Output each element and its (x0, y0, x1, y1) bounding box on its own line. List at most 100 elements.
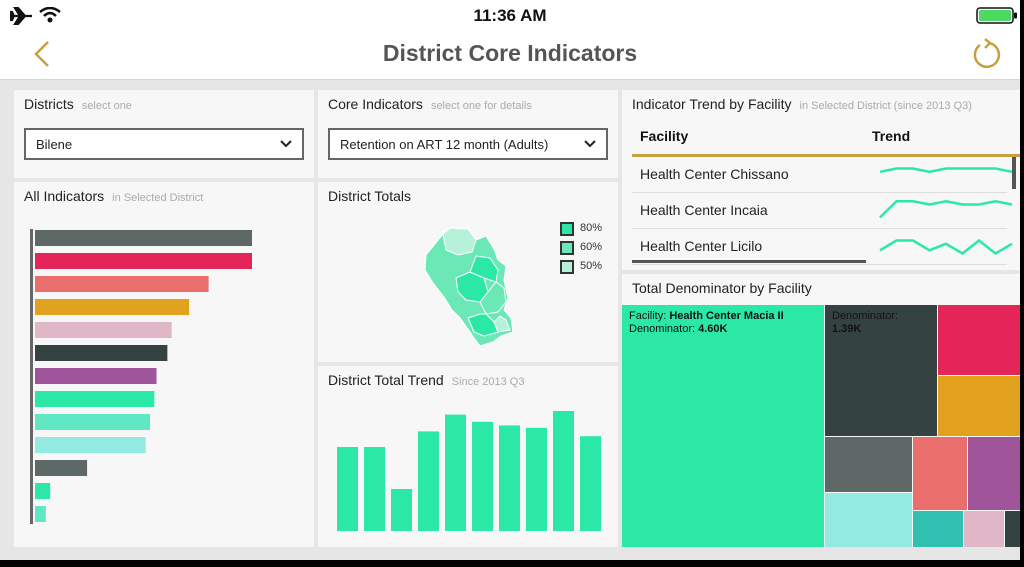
refresh-icon[interactable] (970, 38, 1002, 70)
treemap-tile-2[interactable]: Denominator: 1.39K (825, 305, 937, 436)
trend-sparklines (879, 167, 1013, 256)
map-region (442, 227, 477, 256)
indicator-bar[interactable] (35, 437, 146, 453)
legend-swatch-60 (560, 241, 574, 255)
legend-label: 80% (580, 222, 603, 234)
districts-hint: select one (81, 100, 132, 112)
facility-trend-title: Indicator Trend by Facility in Selected D… (632, 96, 972, 112)
trend-bar[interactable] (553, 411, 574, 531)
district-totals-panel: District Totals 80% 60% 50% (318, 182, 618, 362)
core-indicators-title-text: Core Indicators (328, 96, 423, 112)
district-select[interactable]: Bilene (24, 128, 304, 160)
trend-bar[interactable] (337, 447, 358, 531)
tile2-denominator-value: 1.39K (832, 323, 862, 335)
tile-facility-label: Facility: (629, 310, 667, 322)
tile2-denominator-label: Denominator: (832, 310, 899, 322)
trend-bar[interactable] (472, 421, 493, 531)
core-indicator-select[interactable]: Retention on ART 12 month (Adults) (328, 128, 608, 160)
indicator-bar[interactable] (35, 230, 252, 246)
tile-denominator-label: Denominator: (629, 323, 696, 335)
legend-swatch-80 (560, 222, 574, 236)
back-chevron-icon[interactable] (32, 40, 52, 68)
tile-label: Facility: Health Center Macia II Denomin… (629, 310, 824, 336)
treemap-tile-8[interactable] (825, 493, 912, 547)
indicator-bar[interactable] (35, 276, 209, 292)
indicator-bar[interactable] (35, 368, 157, 384)
tile-denominator-value: 4.60K (698, 323, 728, 335)
indicator-bar[interactable] (35, 253, 252, 269)
denominator-title: Total Denominator by Facility (632, 280, 812, 296)
facility-trend-panel: Indicator Trend by Facility in Selected D… (622, 90, 1020, 270)
core-indicator-select-value: Retention on ART 12 month (Adults) (340, 137, 549, 152)
trend-sparkline (879, 167, 1013, 174)
vertical-scrollbar[interactable] (1012, 157, 1016, 189)
denominator-panel: Total Denominator by Facility Facility: … (622, 274, 1020, 547)
status-bar: 11:36 AM (0, 0, 1020, 30)
facility-name: Health Center Incaia (640, 202, 768, 218)
indicator-bar[interactable] (35, 345, 168, 361)
indicator-bar[interactable] (35, 506, 46, 522)
core-indicators-title: Core Indicators select one for details (328, 96, 532, 112)
facility-trend-hint: in Selected District (since 2013 Q3) (799, 100, 972, 112)
tile2-label: Denominator: 1.39K (832, 310, 932, 336)
trend-bar[interactable] (499, 425, 520, 531)
facility-name: Health Center Chissano (640, 166, 789, 182)
col-header-trend: Trend (872, 128, 911, 144)
treemap-tile-10[interactable] (964, 511, 1004, 547)
trend-bar[interactable] (580, 436, 601, 531)
treemap-tile-7[interactable] (968, 437, 1020, 510)
district-trend-title-text: District Total Trend (328, 372, 444, 388)
indicators-axis (30, 229, 33, 524)
treemap-tile-6[interactable] (913, 437, 967, 510)
indicator-bar[interactable] (35, 322, 172, 338)
airplane-icon (10, 7, 32, 25)
trend-bar[interactable] (445, 414, 466, 531)
indicator-bar[interactable] (35, 414, 151, 430)
all-indicators-title-text: All Indicators (24, 188, 105, 204)
all-indicators-chart (35, 230, 252, 522)
legend-item: 80% (560, 222, 618, 238)
trend-sparkline (879, 200, 1013, 219)
legend-label: 50% (580, 260, 603, 272)
indicator-bar[interactable] (35, 483, 51, 499)
district-map[interactable] (318, 182, 618, 362)
table-row[interactable]: Health Center Chissano (632, 157, 1007, 193)
page-title: District Core Indicators (382, 40, 638, 66)
treemap-tile-5[interactable] (825, 437, 912, 492)
district-totals-title: District Totals (328, 188, 411, 204)
nav-bar: District Core Indicators (0, 30, 1020, 80)
treemap-tile-9[interactable] (913, 511, 963, 547)
indicator-bar[interactable] (35, 391, 155, 407)
status-time: 11:36 AM (473, 6, 547, 25)
treemap-tile-macia[interactable]: Facility: Health Center Macia II Denomin… (622, 305, 824, 547)
district-trend-hint: Since 2013 Q3 (451, 376, 525, 388)
indicator-bar[interactable] (35, 299, 190, 315)
all-indicators-hint: in Selected District (112, 192, 204, 204)
chevron-down-icon (584, 140, 596, 148)
treemap: Facility: Health Center Macia II Denomin… (622, 305, 1020, 547)
trend-bar[interactable] (418, 431, 439, 531)
trend-bar[interactable] (391, 489, 412, 531)
trend-bar[interactable] (526, 427, 547, 531)
core-indicators-hint: select one for details (430, 100, 532, 112)
horizontal-scrollbar[interactable] (632, 260, 866, 263)
treemap-tile-4[interactable] (938, 376, 1020, 436)
districts-panel: Districts select one Bilene (14, 90, 314, 178)
district-trend-chart (337, 411, 601, 531)
all-indicators-title: All Indicators in Selected District (24, 188, 203, 204)
treemap-tile-3[interactable] (938, 305, 1020, 375)
indicator-bar[interactable] (35, 460, 88, 476)
col-header-facility: Facility (640, 128, 689, 144)
map-region (493, 315, 511, 333)
treemap-tile-11[interactable] (1005, 511, 1020, 547)
core-indicators-panel: Core Indicators select one for details Re… (318, 90, 618, 178)
battery-icon (976, 7, 1017, 24)
table-row[interactable]: Health Center Incaia (632, 193, 1007, 229)
table-row[interactable]: Health Center Licilo (632, 229, 1007, 265)
map-region (479, 281, 507, 315)
trend-bar[interactable] (364, 447, 385, 531)
header-divider (632, 154, 1020, 157)
legend-item: 50% (560, 260, 618, 276)
facility-trend-title-text: Indicator Trend by Facility (632, 96, 792, 112)
